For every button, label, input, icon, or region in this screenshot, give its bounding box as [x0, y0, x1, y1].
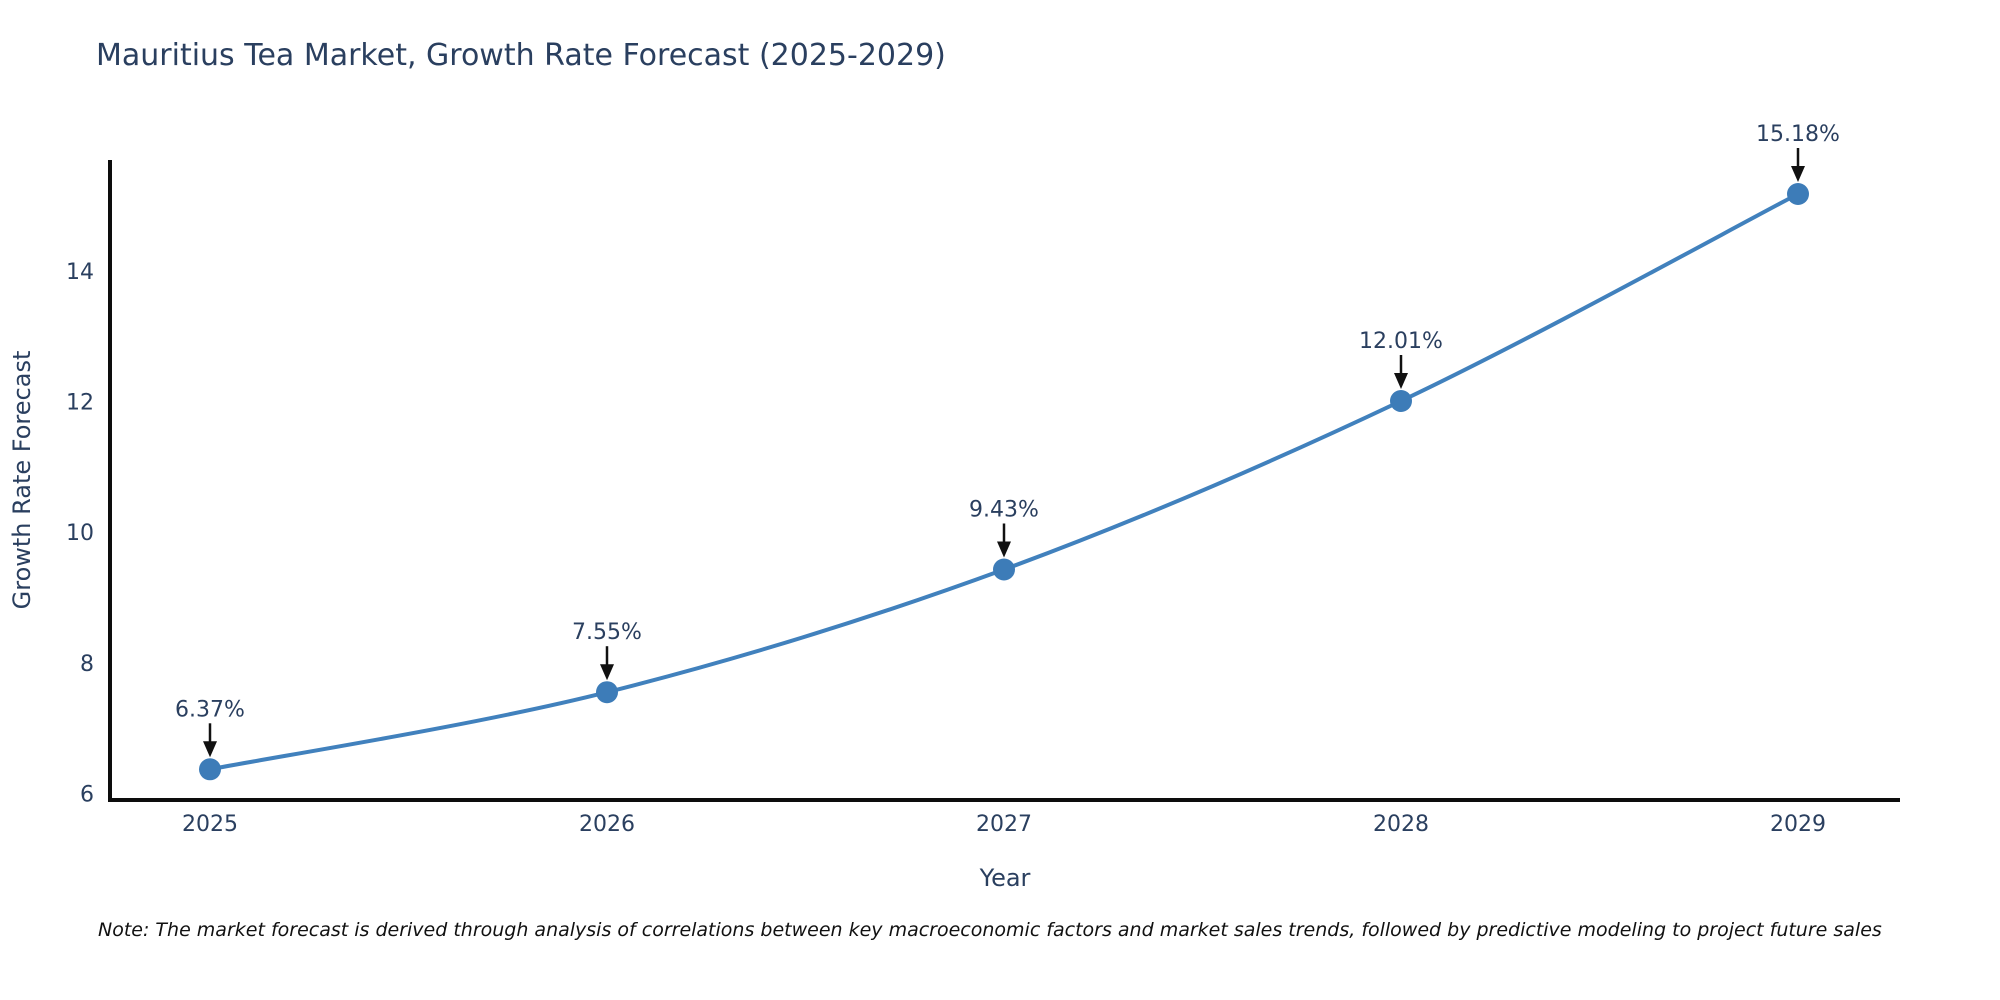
y-tick-label: 10 [66, 521, 94, 546]
axes-layer: 6 8 10 12 14 2025 2026 2027 2028 2029 [66, 160, 1900, 837]
footnote: Note: The market forecast is derived thr… [98, 919, 1882, 941]
annotation-arrowhead [1394, 373, 1408, 389]
annotation-label: 7.55% [572, 620, 642, 645]
annotation-label: 15.18% [1756, 122, 1840, 147]
data-point-marker [993, 558, 1015, 581]
x-tick-label: 2028 [1373, 812, 1429, 837]
series-layer [199, 183, 1809, 781]
annotation-arrowhead [600, 664, 614, 681]
data-point-marker [1787, 183, 1809, 205]
y-tick-label: 6 [80, 782, 94, 807]
y-tick-label: 8 [80, 652, 94, 677]
annotation-label: 6.37% [175, 697, 245, 722]
y-tick-label: 12 [66, 391, 94, 416]
x-axis-title: Year [979, 864, 1031, 892]
x-tick-label: 2025 [182, 812, 238, 837]
annotation-label: 9.43% [969, 498, 1039, 523]
annotation-arrowhead [1791, 166, 1805, 182]
data-point-marker [199, 758, 221, 781]
annotation-arrowhead [997, 541, 1011, 558]
annotation-layer: 6.37% 7.55% 9.43% 12.01% 15.18% [175, 122, 1840, 758]
y-axis-title: Growth Rate Forecast [8, 351, 36, 610]
y-tick-label: 14 [66, 260, 94, 285]
chart-title: Mauritius Tea Market, Growth Rate Foreca… [96, 38, 946, 73]
annotation-arrowhead [203, 741, 217, 758]
annotation-label: 12.01% [1359, 329, 1443, 354]
data-point-marker [1390, 390, 1412, 412]
x-tick-label: 2029 [1770, 812, 1826, 837]
x-tick-label: 2026 [579, 812, 635, 837]
x-tick-label: 2027 [976, 812, 1032, 837]
trend-line [208, 192, 1800, 772]
data-point-marker [596, 681, 618, 704]
